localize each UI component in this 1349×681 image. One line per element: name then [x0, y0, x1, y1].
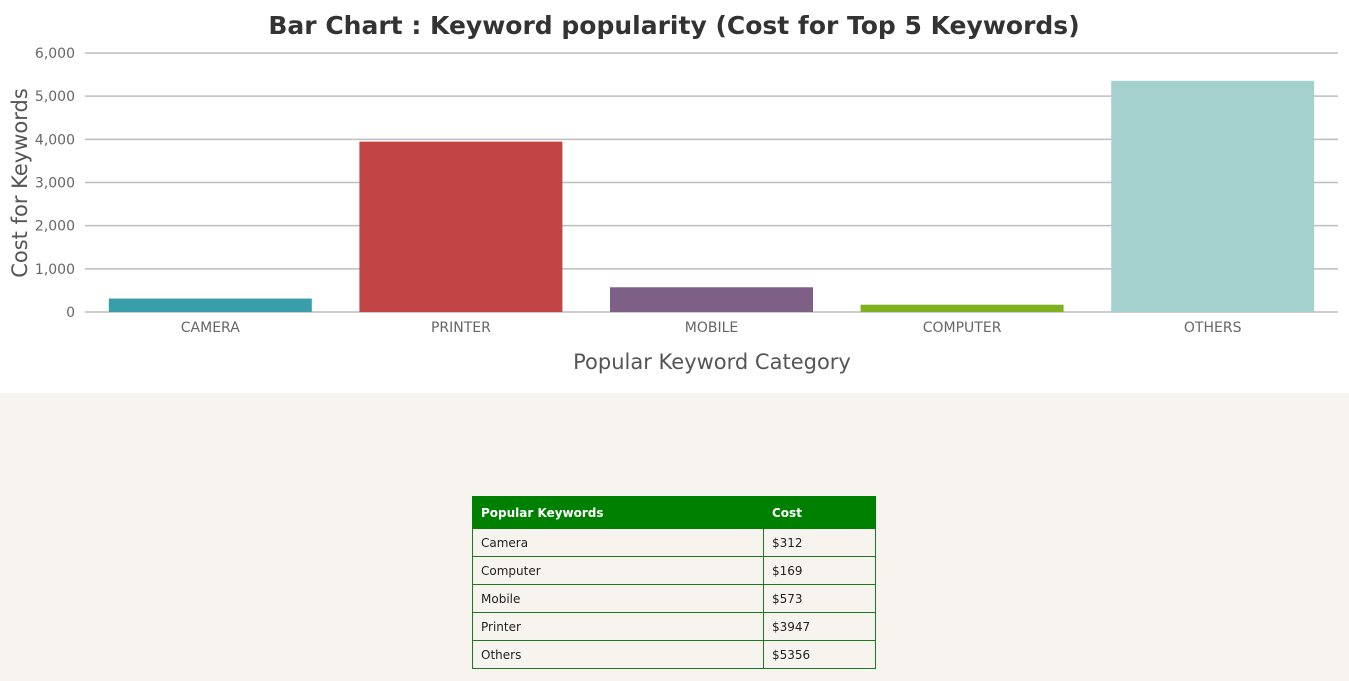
y-tick-label: 6,000: [35, 46, 75, 62]
keyword-cost-table: Popular Keywords Cost Camera $312 Comput…: [472, 496, 876, 669]
y-tick-label: 2,000: [35, 219, 75, 235]
keyword-cell: Printer: [472, 612, 764, 641]
table-row: Mobile $573: [472, 584, 876, 613]
bar-chart: Bar Chart : Keyword popularity (Cost for…: [8, 11, 1338, 374]
bar-printer: [359, 141, 563, 312]
y-tick-label: 0: [66, 305, 75, 321]
cost-cell: $573: [763, 584, 876, 613]
bar-camera: [108, 298, 312, 312]
x-tick-label: OTHERS: [1184, 320, 1242, 336]
bar-others: [1111, 80, 1315, 312]
x-tick-label: CAMERA: [181, 320, 240, 336]
table-row: Computer $169: [472, 556, 876, 585]
x-tick-label: MOBILE: [685, 320, 738, 336]
table-row: Printer $3947: [472, 612, 876, 641]
y-axis-title: Cost for Keywords: [8, 88, 32, 278]
keyword-cell: Mobile: [472, 584, 764, 613]
table-row: Camera $312: [472, 528, 876, 557]
cost-cell: $169: [763, 556, 876, 585]
header-popular-keywords: Popular Keywords: [472, 496, 764, 529]
y-tick-label: 4,000: [35, 132, 75, 148]
bar-mobile: [610, 287, 813, 312]
y-tick-label: 3,000: [35, 176, 75, 192]
grid-lines: [85, 52, 1338, 313]
cost-cell: $312: [763, 528, 876, 557]
header-cost: Cost: [763, 496, 876, 529]
x-tick-label: PRINTER: [431, 320, 491, 336]
x-axis-labels: CAMERA PRINTER MOBILE COMPUTER OTHERS: [181, 320, 1242, 336]
y-tick-label: 5,000: [35, 89, 75, 105]
table-header-row: Popular Keywords Cost: [472, 496, 876, 529]
x-axis-title: Popular Keyword Category: [573, 350, 851, 374]
keyword-cell: Others: [472, 640, 764, 669]
bar-computer: [860, 304, 1064, 312]
cost-cell: $3947: [763, 612, 876, 641]
x-tick-label: COMPUTER: [923, 320, 1002, 336]
bars: [108, 80, 1315, 312]
keyword-cell: Camera: [472, 528, 764, 557]
y-axis-ticks: 0 1,000 2,000 3,000 4,000 5,000 6,000: [35, 46, 75, 321]
chart-title: Bar Chart : Keyword popularity (Cost for…: [268, 11, 1079, 40]
table-row: Others $5356: [472, 640, 876, 669]
chart-panel: Bar Chart : Keyword popularity (Cost for…: [0, 0, 1349, 393]
cost-cell: $5356: [763, 640, 876, 669]
y-tick-label: 1,000: [35, 262, 75, 278]
keyword-cell: Computer: [472, 556, 764, 585]
